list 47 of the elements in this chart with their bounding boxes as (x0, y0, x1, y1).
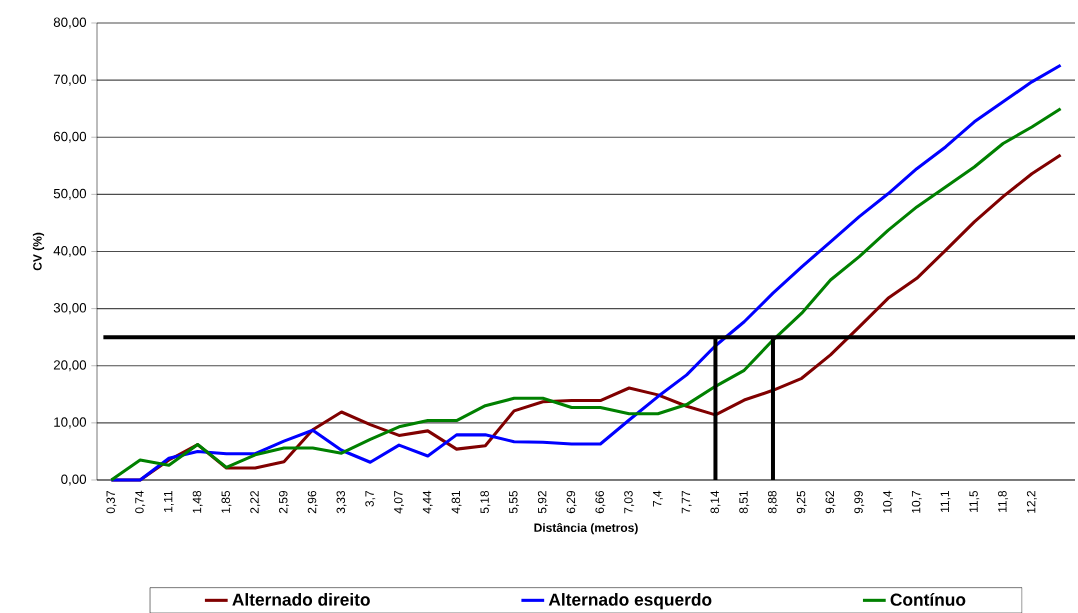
x-tick-label: 10,4 (883, 490, 893, 513)
x-tick-label: 4,81 (451, 490, 462, 514)
x-tick-label: 5,55 (509, 490, 519, 514)
x-tick-label: 0,74 (135, 490, 146, 514)
y-tick-label: 40,00 (53, 245, 87, 257)
y-tick-label: 0,00 (61, 474, 87, 486)
x-tick-label: 10,7 (911, 490, 922, 513)
x-tick-label: 9,99 (854, 490, 865, 514)
x-tick-label: 8,14 (710, 490, 721, 514)
x-tick-label: 11,1 (940, 490, 951, 512)
x-tick-label: 11,5 (969, 490, 980, 512)
x-tick-label: 4,07 (394, 490, 404, 514)
x-tick-label: 8,88 (768, 490, 778, 514)
y-axis-title: CV (%) (32, 232, 45, 271)
x-tick-label: 1,48 (192, 490, 203, 513)
legend-label: Alternado direito (232, 592, 370, 606)
x-tick-label: 2,59 (279, 490, 289, 513)
x-tick-label: 6,29 (566, 490, 577, 513)
x-tick-label: 7,4 (653, 490, 663, 507)
y-tick-label: 80,00 (53, 17, 87, 29)
x-tick-label: 3,33 (336, 490, 347, 514)
legend-label: Alternado esquerdo (548, 592, 712, 610)
x-tick-label: 1,11 (164, 490, 174, 512)
x-tick-label: 7,03 (624, 490, 635, 513)
y-tick-label: 70,00 (53, 74, 87, 86)
x-tick-label: 2,22 (250, 490, 261, 513)
x-tick-label: 0,37 (106, 490, 117, 514)
x-axis-title: Distância (metros) (534, 522, 638, 535)
x-tick-label: 5,92 (537, 490, 548, 514)
x-tick-label: 12,2 (1026, 490, 1037, 513)
x-tick-label: 3,7 (365, 490, 376, 507)
x-tick-label: 6,66 (595, 490, 606, 513)
x-tick-label: 9,62 (825, 490, 836, 514)
x-tick-label: 5,18 (480, 490, 491, 514)
y-tick-label: 10,00 (54, 417, 87, 429)
x-tick-label: 2,96 (307, 490, 318, 513)
x-tick-label: 9,25 (796, 490, 807, 514)
x-tick-label: 1,85 (221, 490, 232, 513)
y-tick-label: 30,00 (53, 302, 87, 314)
x-tick-label: 4,44 (422, 490, 433, 514)
x-tick-label: 8,51 (739, 490, 750, 514)
y-tick-label: 20,00 (53, 360, 87, 372)
y-tick-label: 60,00 (53, 131, 87, 143)
x-tick-label: 11,8 (998, 490, 1009, 512)
legend-label: Contínuo (890, 592, 966, 606)
y-tick-label: 50,00 (53, 188, 87, 200)
x-tick-label: 7,77 (681, 490, 692, 513)
